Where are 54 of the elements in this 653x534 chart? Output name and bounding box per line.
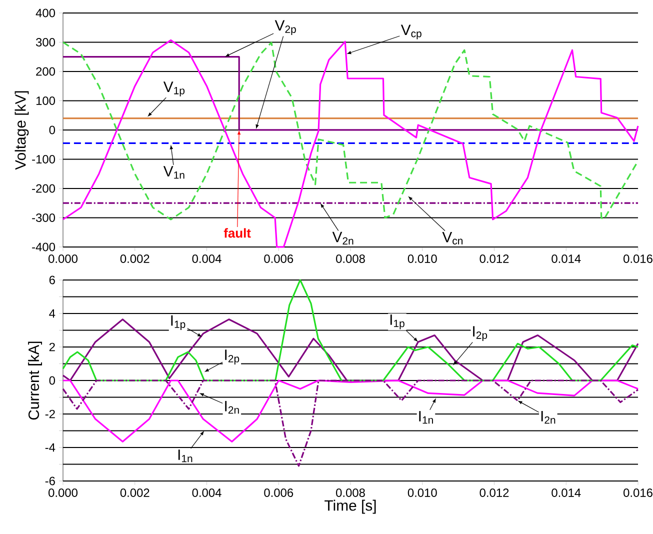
y-tick-label: -6 bbox=[45, 476, 55, 486]
text: V$_{2p}$ bbox=[274, 20, 296, 36]
text: I$_{2n}$ bbox=[541, 411, 556, 424]
line-series bbox=[62, 380, 639, 442]
series-label: I$_{1p}$ bbox=[171, 315, 186, 330]
series-label: I$_{2n}$ bbox=[225, 400, 239, 414]
text: I$_{1p}$ bbox=[390, 314, 404, 330]
y-tick-label: -200 bbox=[32, 184, 56, 193]
x-tick-label: 0.006 bbox=[264, 254, 294, 263]
x-axis-title: Time [s] bbox=[324, 500, 376, 514]
text: I$_{2p}$ bbox=[473, 326, 488, 341]
text: I$_{1n}$ bbox=[178, 450, 192, 462]
x-tick-label: 0.012 bbox=[480, 488, 509, 497]
series-label: V$_{2n}$ bbox=[332, 232, 354, 245]
series-label: I$_{2p}$ bbox=[225, 350, 240, 364]
series-label: I$_{1n}$ bbox=[419, 411, 433, 424]
x-tick-label: 0.010 bbox=[408, 254, 437, 263]
y-tick-label: -2 bbox=[45, 410, 55, 418]
y-tick-label: 0 bbox=[49, 376, 56, 385]
y-axis-title: Current [kA] bbox=[28, 342, 42, 420]
x-tick-label: 0.000 bbox=[48, 488, 78, 497]
text: V$_{cn}$ bbox=[442, 232, 463, 244]
y-tick-label: -300 bbox=[32, 214, 56, 222]
y-tick-label: 100 bbox=[36, 96, 56, 105]
x-tick-label: 0.004 bbox=[192, 488, 222, 497]
x-tick-label: 0.014 bbox=[552, 488, 581, 497]
x-tick-label: 0.016 bbox=[624, 254, 652, 263]
x-tick-label: 0.014 bbox=[552, 254, 581, 263]
x-tick-label: 0.000 bbox=[48, 254, 78, 263]
y-tick-label: -100 bbox=[32, 155, 56, 164]
text: V$_{cp}$ bbox=[400, 24, 422, 40]
x-tick-label: 0.002 bbox=[120, 254, 150, 263]
x-tick-label: 0.016 bbox=[624, 488, 652, 497]
series-label: V$_{1p}$ bbox=[163, 82, 185, 96]
x-tick-label: 0.012 bbox=[480, 254, 509, 263]
y-tick-label: -4 bbox=[45, 443, 56, 452]
x-tick-label: 0.008 bbox=[336, 254, 365, 263]
y-axis-title: Voltage [kV] bbox=[14, 91, 29, 170]
y-tick-label: 400 bbox=[36, 8, 56, 18]
x-tick-label: 0.010 bbox=[408, 488, 437, 497]
x-tick-label: 0.004 bbox=[192, 254, 222, 263]
y-tick-label: 300 bbox=[36, 38, 56, 46]
x-tick-label: 0.006 bbox=[264, 488, 294, 497]
annotation: fault bbox=[224, 228, 251, 238]
y-tick-label: 4 bbox=[49, 309, 56, 318]
x-tick-label: 0.008 bbox=[336, 488, 365, 497]
y-tick-label: 0 bbox=[49, 126, 56, 134]
y-tick-label: 6 bbox=[49, 276, 55, 284]
y-tick-label: 200 bbox=[36, 67, 56, 76]
y-tick-label: -400 bbox=[32, 242, 56, 252]
line-series bbox=[62, 279, 639, 382]
y-tick-label: 2 bbox=[49, 342, 55, 352]
x-tick-label: 0.002 bbox=[120, 488, 150, 497]
series-label: V$_{1n}$ bbox=[163, 166, 184, 179]
